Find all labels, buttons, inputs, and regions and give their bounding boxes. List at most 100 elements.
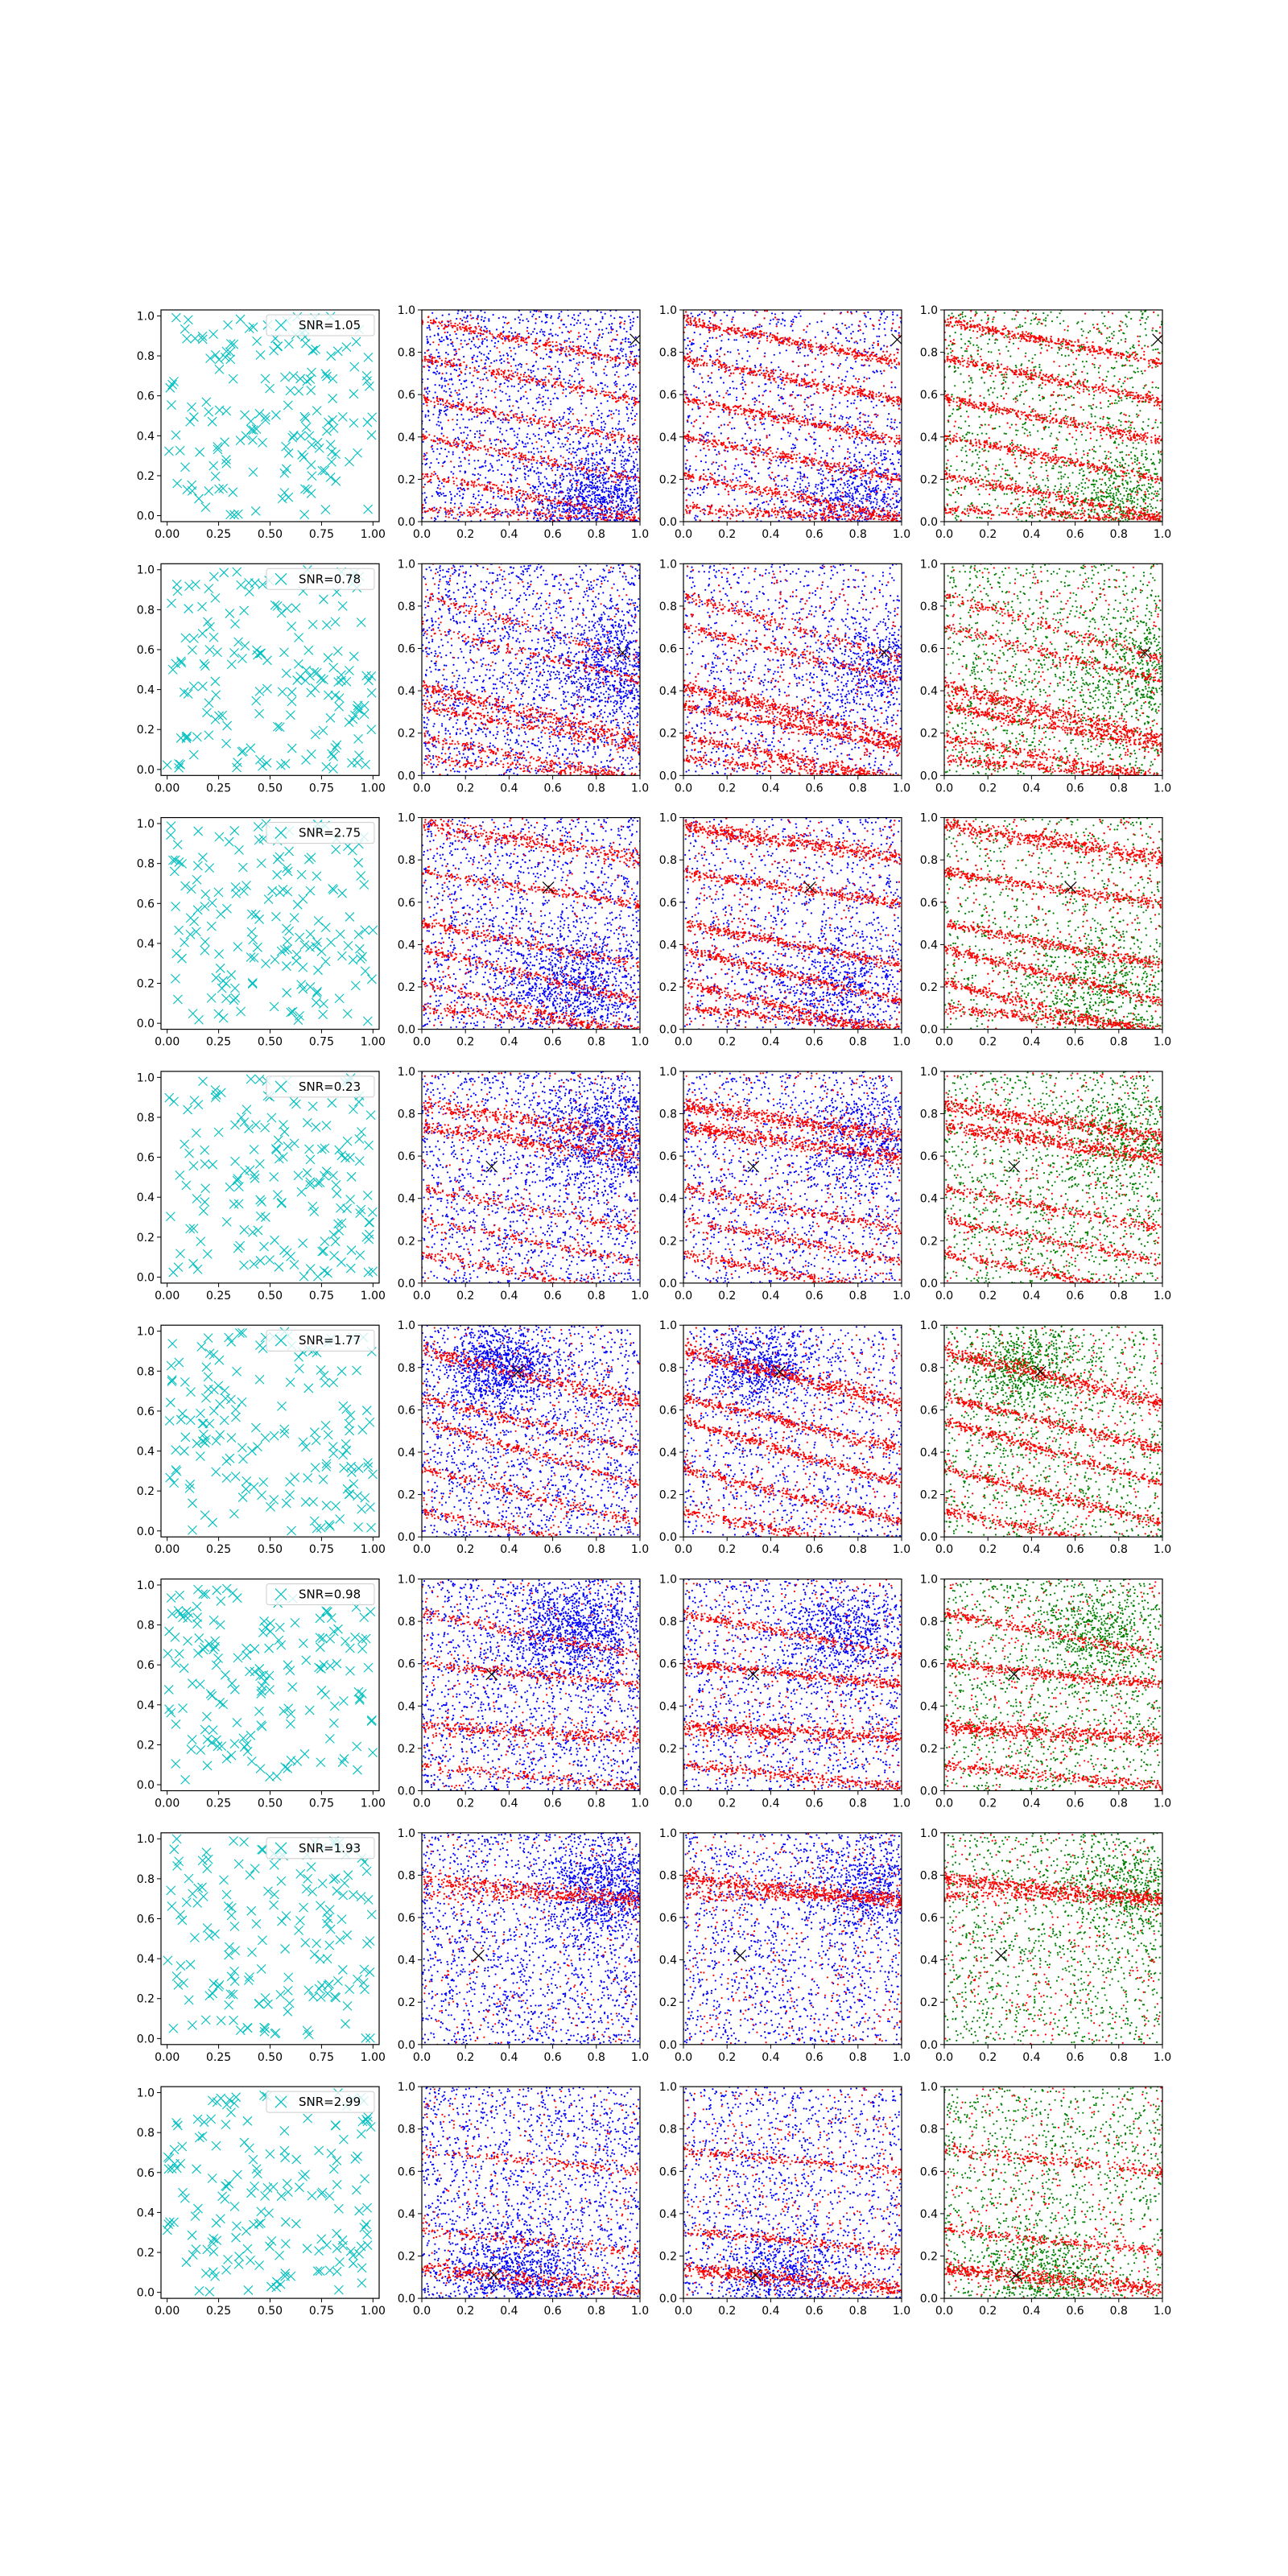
blue-series — [421, 1071, 641, 1284]
cyan-cross — [324, 654, 332, 663]
cyan-cross — [233, 758, 242, 766]
x-tick-label: 0.4 — [762, 528, 779, 541]
cyan-cross — [246, 1667, 254, 1676]
x-tick-label: 0.4 — [500, 528, 518, 541]
cyan-cross — [365, 1937, 374, 1946]
cyan-cross — [278, 687, 287, 696]
y-tick-label: 0.0 — [398, 516, 415, 529]
cyan-cross — [349, 1104, 357, 1113]
cyan-cross — [292, 956, 301, 965]
cyan-cross — [316, 1614, 324, 1623]
x-tick-label: 0.2 — [979, 1798, 997, 1810]
cyan-cross — [369, 926, 378, 935]
y-tick-label: 1.0 — [137, 564, 155, 577]
x-tick-label: 0.00 — [155, 2305, 180, 2318]
cyan-cross — [299, 453, 308, 462]
y-tick-label: 1.0 — [920, 1319, 938, 1332]
cyan-cross — [333, 347, 342, 356]
cyan-cross — [255, 1159, 264, 1168]
x-tick-label: 0.4 — [1022, 2305, 1040, 2318]
y-tick-label: 0.2 — [920, 981, 938, 994]
cyan-cross — [347, 1172, 356, 1181]
cyan-cross — [326, 713, 335, 722]
cyan-cross — [257, 649, 266, 658]
y-tick-label: 0.6 — [920, 643, 938, 656]
cyan-cross — [227, 1337, 236, 1346]
cyan-cross — [283, 937, 291, 946]
y-tick-label: 0.8 — [398, 601, 415, 613]
plot-area — [683, 1579, 902, 1792]
cyan-cross — [255, 914, 264, 923]
cyan-cross — [312, 1436, 320, 1445]
cyan-cross — [283, 1764, 292, 1773]
panel-r1-c0: SNR=0.780.00 0.25 0.50 0.75 1.000.00.20.40.6… — [137, 564, 386, 795]
x-tick-label: 0.6 — [543, 1798, 561, 1810]
cyan-cross-series — [165, 1074, 378, 1282]
cyan-cross — [217, 2017, 225, 2025]
y-tick-label: 0.2 — [920, 473, 938, 486]
x-tick-label: 0.2 — [979, 2305, 997, 2318]
x-tick-label: 0.25 — [206, 1798, 231, 1810]
cyan-cross — [253, 650, 262, 659]
cyan-cross — [184, 1996, 193, 2004]
cyan-cross — [280, 1425, 289, 1434]
y-tick-label: 0.8 — [137, 350, 155, 363]
cyan-cross — [235, 2252, 244, 2261]
cyan-cross — [311, 683, 320, 692]
cyan-cross — [177, 658, 186, 667]
panel-r5-c3: 0.0 0.2 0.4 0.6 0.8 1.00.00.20.40.60.81.0 — [920, 1574, 1171, 1810]
cyan-cross — [317, 947, 326, 956]
plot-area — [943, 563, 1163, 776]
cyan-cross — [240, 1261, 249, 1269]
red-series — [421, 1071, 641, 1284]
cyan-cross — [295, 1926, 303, 1935]
cyan-cross — [225, 2000, 233, 2009]
cyan-cross — [330, 1992, 339, 2001]
cyan-cross — [249, 468, 258, 477]
y-tick-label: 0.2 — [920, 728, 938, 741]
cyan-cross — [200, 1198, 209, 1207]
y-tick-label: 0.6 — [398, 643, 415, 656]
cyan-cross — [357, 1893, 365, 1901]
cyan-cross — [242, 1484, 250, 1493]
y-tick-label: 0.8 — [398, 347, 415, 360]
cyan-cross — [181, 1433, 190, 1442]
y-tick-label: 1.0 — [659, 1827, 677, 1840]
cyan-cross — [335, 702, 344, 711]
panel-r4-c2: 0.0 0.2 0.4 0.6 0.8 1.00.00.20.40.60.81.0 — [659, 1319, 910, 1556]
cyan-cross — [328, 1171, 337, 1180]
cyan-cross — [284, 448, 293, 457]
plot-area — [943, 1832, 1163, 2046]
cyan-cross — [283, 989, 291, 997]
cyan-cross — [283, 2179, 291, 2188]
x-tick-label: 0.4 — [762, 1290, 779, 1302]
cyan-cross — [248, 978, 257, 987]
cyan-cross — [233, 568, 242, 576]
cyan-cross — [332, 2157, 341, 2165]
cyan-cross — [167, 822, 175, 831]
panel-r7-c2: 0.0 0.2 0.4 0.6 0.8 1.00.00.20.40.60.81.0 — [659, 2081, 910, 2318]
plot-area — [943, 2086, 1163, 2299]
cyan-cross — [325, 1941, 334, 1950]
cyan-cross — [198, 630, 207, 638]
cyan-cross — [207, 993, 216, 1002]
x-tick-label: 0.6 — [805, 2305, 823, 2318]
panel-r2-c1: 0.0 0.2 0.4 0.6 0.8 1.00.00.20.40.60.81.0 — [398, 812, 649, 1049]
x-tick-label: 0.0 — [413, 1036, 431, 1049]
x-tick-label: 1.00 — [361, 1290, 386, 1302]
cyan-cross — [338, 412, 347, 421]
cyan-cross — [163, 761, 171, 770]
target-cross — [995, 1950, 1006, 1961]
cyan-cross — [204, 486, 213, 495]
cyan-cross — [165, 1417, 174, 1426]
cyan-cross — [281, 2240, 290, 2248]
cyan-cross — [361, 967, 369, 976]
cyan-cross — [201, 1393, 210, 1402]
cyan-cross — [246, 1731, 255, 1740]
x-tick-label: 0.8 — [1110, 1036, 1128, 1049]
cyan-cross — [301, 1938, 310, 1947]
cyan-cross — [212, 1661, 221, 1670]
cyan-cross — [363, 1017, 372, 1026]
cyan-cross — [180, 324, 189, 333]
cyan-cross — [190, 1934, 199, 1942]
